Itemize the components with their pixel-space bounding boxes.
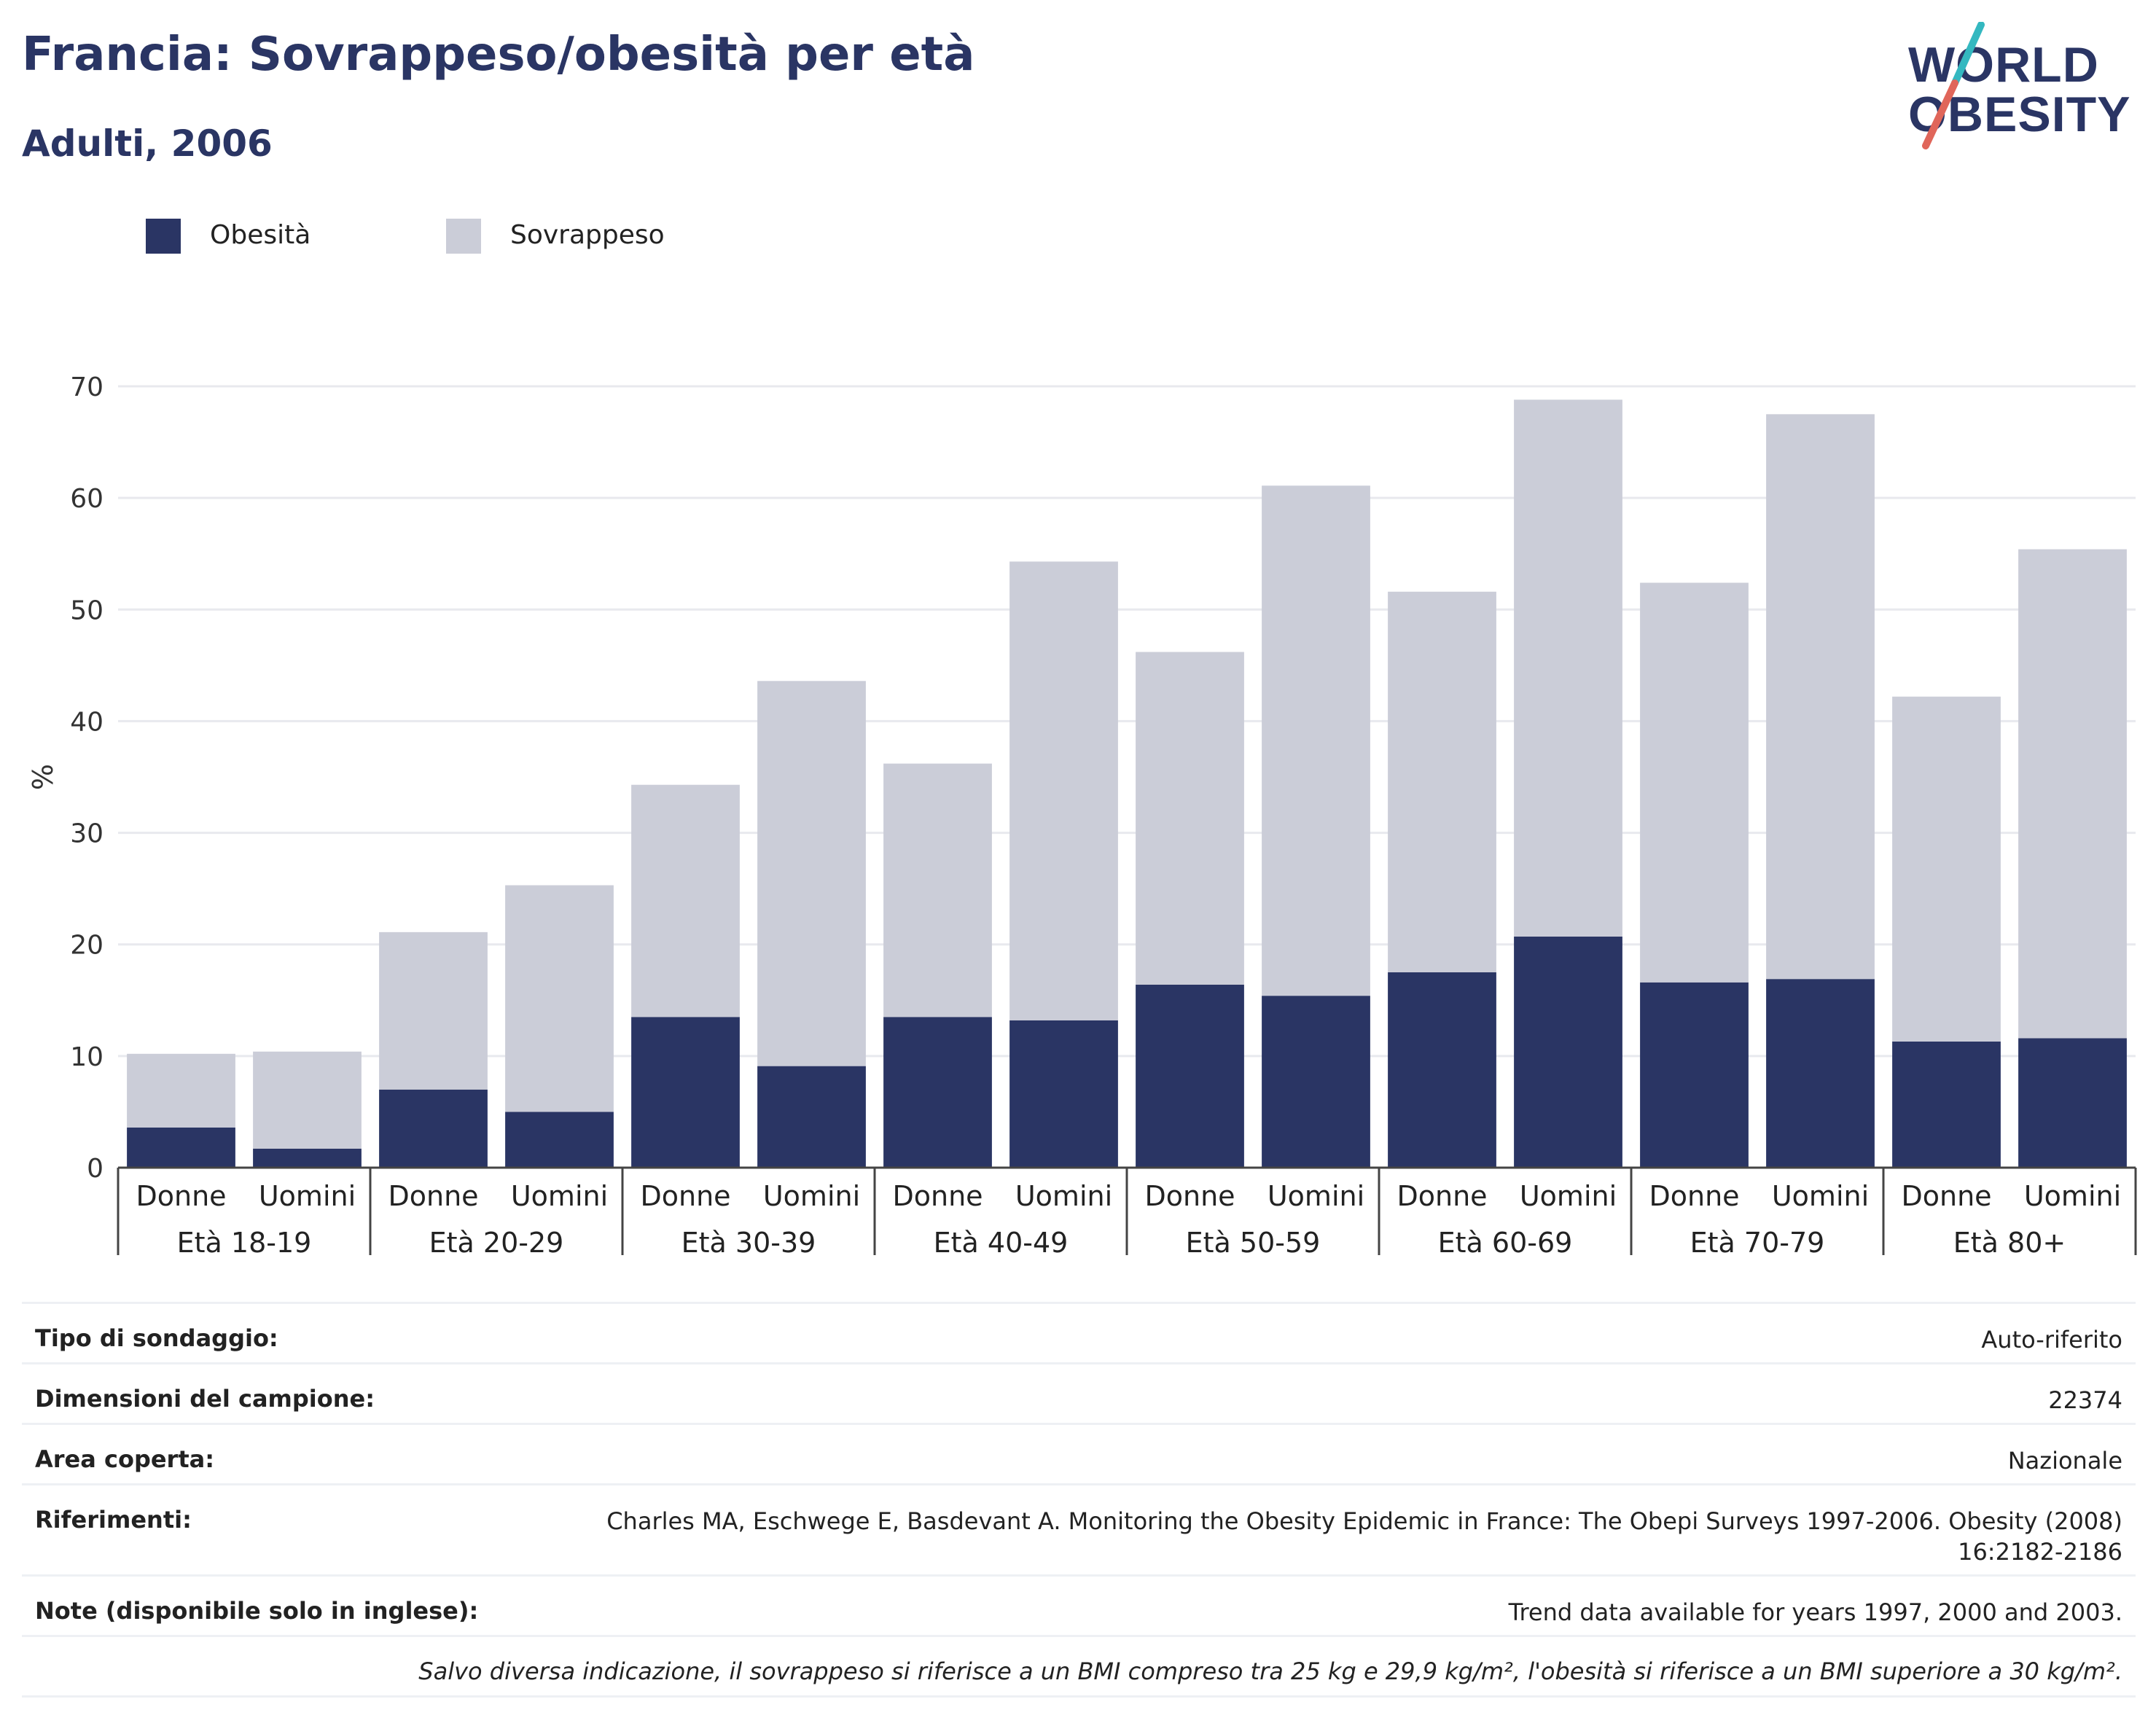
bar-obesity (1388, 972, 1496, 1168)
meta-row-references: Riferimenti: Charles MA, Eschwege E, Bas… (22, 1483, 2136, 1574)
x-group-label: Età 70-79 (1690, 1227, 1825, 1259)
bar-overweight (757, 681, 866, 1066)
x-subcategory-label: Donne (1649, 1180, 1739, 1212)
bar-overweight (127, 1053, 235, 1128)
legend-swatch-obesity (146, 219, 181, 254)
meta-row-notes: Note (disponibile solo in inglese): Tren… (22, 1574, 2136, 1635)
bar-obesity (127, 1127, 235, 1168)
x-subcategory-label: Donne (640, 1180, 730, 1212)
x-subcategory-label: Donne (388, 1180, 478, 1212)
stacked-bar-chart: 0 10 20 30 40 50 60 70% Donne Uomini Donne Uomini Do… (27, 372, 2137, 1259)
bar-obesity (631, 1017, 740, 1168)
x-group-label: Età 20-29 (429, 1227, 564, 1259)
area-value: Nazionale (2007, 1447, 2122, 1475)
meta-row-survey-type: Tipo di sondaggio: Auto-riferito (22, 1302, 2136, 1362)
y-tick-label: 40 (70, 707, 103, 737)
meta-row-sample-size: Dimensioni del campione: 22374 (22, 1362, 2136, 1423)
x-subcategory-label: Uomini (1520, 1180, 1617, 1212)
survey-type-value: Auto-riferito (1981, 1326, 2122, 1354)
bar-obesity (253, 1148, 362, 1168)
bar-overweight (1136, 652, 1244, 985)
y-tick-label: 10 (70, 1042, 103, 1072)
references-label: Riferimenti: (35, 1506, 192, 1534)
bar-obesity (1009, 1020, 1118, 1168)
x-subcategory-label: Donne (136, 1180, 226, 1212)
notes-value: Trend data available for years 1997, 200… (1508, 1598, 2122, 1626)
bar-obesity (1136, 984, 1244, 1168)
bar-obesity (1766, 979, 1875, 1168)
bar-obesity (2018, 1038, 2127, 1168)
x-subcategory-label: Uomini (2024, 1180, 2121, 1212)
area-label: Area coperta: (35, 1445, 215, 1473)
bar-overweight (1892, 696, 2001, 1042)
x-subcategory-label: Uomini (1772, 1180, 1869, 1212)
bar-overweight (1009, 561, 1118, 1020)
chart-title: Francia: Sovrappeso/obesità per età (22, 28, 975, 82)
x-group-label: Età 50-59 (1186, 1227, 1321, 1259)
chart-subtitle: Adulti, 2006 (22, 122, 273, 165)
bar-obesity (1640, 982, 1749, 1168)
bar-overweight (1766, 414, 1875, 980)
x-subcategory-label: Donne (892, 1180, 983, 1212)
logo-text-world: WORLD (1908, 37, 2099, 93)
legend-label-obesity: Obesità (210, 220, 311, 250)
bar-overweight (631, 784, 740, 1018)
x-subcategory-label: Uomini (763, 1180, 860, 1212)
x-subcategory-label: Uomini (259, 1180, 356, 1212)
legend-swatch-overweight (446, 219, 481, 254)
bar-overweight (1514, 399, 1622, 937)
bar-obesity (1514, 936, 1622, 1168)
meta-row-footnote: Salvo diversa indicazione, il sovrappeso… (22, 1635, 2136, 1698)
x-subcategory-label: Donne (1397, 1180, 1487, 1212)
bar-overweight (253, 1051, 362, 1149)
y-tick-label: 0 (87, 1154, 103, 1184)
x-group-label: Età 40-49 (934, 1227, 1069, 1259)
x-subcategory-label: Donne (1901, 1180, 1991, 1212)
bar-obesity (1262, 996, 1370, 1168)
notes-label: Note (disponibile solo in inglese): (35, 1597, 479, 1625)
bar-obesity (1892, 1041, 2001, 1168)
y-tick-label: 70 (70, 372, 103, 402)
bar-obesity (379, 1089, 488, 1168)
x-subcategory-label: Uomini (1268, 1180, 1364, 1212)
x-subcategory-label: Uomini (1015, 1180, 1112, 1212)
bar-obesity (505, 1112, 614, 1168)
x-subcategory-label: Donne (1144, 1180, 1235, 1212)
references-value[interactable]: Charles MA, Eschwege E, Basdevant A. Mon… (606, 1507, 2122, 1566)
x-group-label: Età 80+ (1953, 1227, 2066, 1259)
bar-overweight (1262, 485, 1370, 996)
survey-type-label: Tipo di sondaggio: (35, 1324, 278, 1352)
sample-size-label: Dimensioni del campione: (35, 1385, 375, 1413)
x-group-label: Età 30-39 (681, 1227, 816, 1259)
y-tick-label: 20 (70, 931, 103, 961)
sample-size-value: 22374 (2048, 1386, 2122, 1414)
survey-info-table: Tipo di sondaggio: Auto-riferito Dimensi… (22, 1302, 2136, 1698)
bar-overweight (2018, 549, 2127, 1039)
logo-slash-icon (1922, 22, 1985, 149)
legend-label-overweight: Sovrappeso (510, 220, 665, 250)
bar-overweight (1388, 591, 1496, 972)
bar-overweight (1640, 582, 1749, 983)
meta-row-area: Area coperta: Nazionale (22, 1423, 2136, 1483)
x-subcategory-label: Uomini (511, 1180, 608, 1212)
x-group-label: Età 18-19 (177, 1227, 312, 1259)
x-group-label: Età 60-69 (1438, 1227, 1573, 1259)
bar-overweight (883, 763, 992, 1018)
y-tick-label: 50 (70, 595, 103, 625)
y-tick-label: 30 (70, 819, 103, 849)
bar-obesity (757, 1066, 866, 1168)
y-tick-label: 60 (70, 484, 103, 514)
bar-overweight (505, 885, 614, 1112)
bmi-footnote: Salvo diversa indicazione, il sovrappeso… (418, 1657, 2122, 1685)
y-axis-label: % (27, 764, 59, 790)
bar-overweight (379, 932, 488, 1090)
bar-obesity (883, 1017, 992, 1168)
world-obesity-logo[interactable]: WORLD OBESITY (1895, 22, 2143, 153)
